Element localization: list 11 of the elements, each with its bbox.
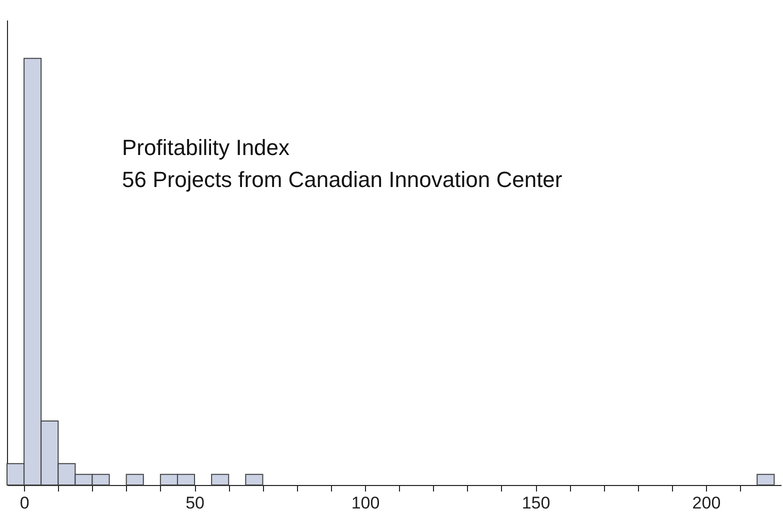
bar [211,474,230,486]
x-tick-label: 150 [522,494,550,512]
bar [756,474,775,486]
bar [245,474,264,486]
x-tick-label: 50 [186,494,204,512]
x-tick-label: 0 [20,494,30,512]
x-tick-label: 100 [351,494,380,512]
annotation: Profitability Index [122,135,290,160]
bar [126,474,144,486]
annotation: 56 Projects from Canadian Innovation Center [122,167,562,192]
x-tick-label: 200 [692,494,721,512]
